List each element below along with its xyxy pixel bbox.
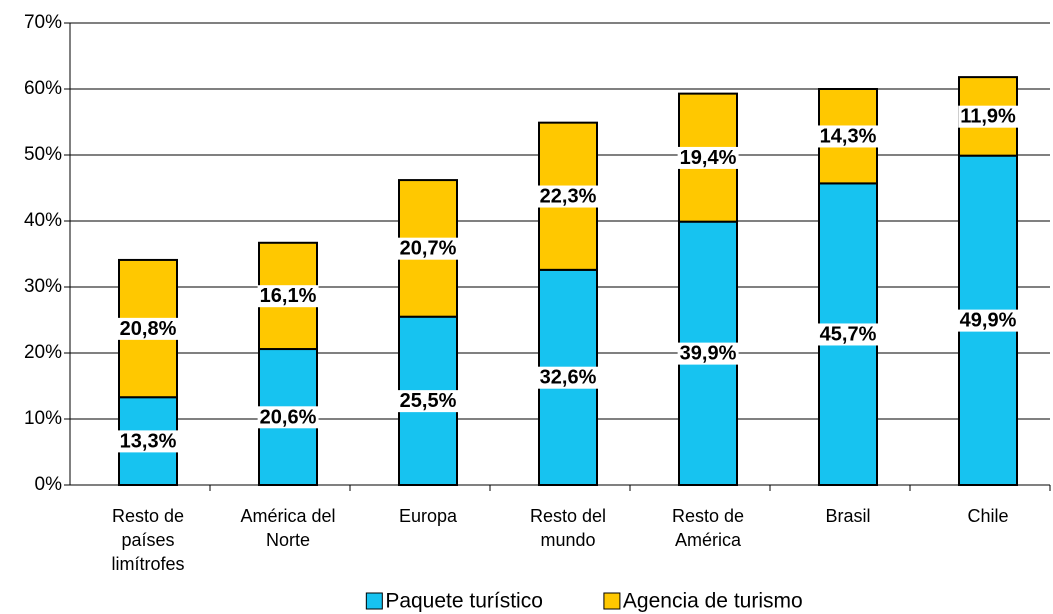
y-tick-label: 10%	[24, 408, 62, 429]
value-label: 16,1%	[260, 285, 317, 307]
value-label-bg	[257, 285, 319, 308]
value-label-bg	[817, 125, 879, 148]
x-tick-label: Chile	[967, 506, 1008, 526]
value-label: 19,4%	[680, 147, 737, 169]
value-label-bg	[397, 390, 459, 413]
x-tick-label: Resto de América	[672, 506, 744, 550]
value-label: 25,5%	[400, 390, 457, 412]
y-tick-label: 40%	[24, 210, 62, 231]
value-label-bg	[117, 430, 179, 453]
value-label-bg	[537, 185, 599, 208]
value-label-bg	[817, 323, 879, 346]
value-label: 14,3%	[820, 125, 877, 147]
y-tick-label: 30%	[24, 276, 62, 297]
y-tick-label: 70%	[24, 12, 62, 33]
y-tick-label: 0%	[35, 474, 63, 495]
y-tick-label: 50%	[24, 144, 62, 165]
value-label: 11,9%	[960, 106, 1016, 128]
value-label-bg	[958, 105, 1019, 128]
x-tick-label: Resto del mundo	[530, 506, 606, 550]
y-tick-label: 20%	[24, 342, 62, 363]
value-label-bg	[677, 146, 739, 169]
value-label: 45,7%	[820, 323, 877, 345]
x-tick-label: Europa	[399, 506, 458, 526]
y-tick-label: 60%	[24, 78, 62, 99]
legend-label: Paquete turístico	[385, 590, 543, 613]
legend-swatch	[603, 592, 621, 610]
value-label-bg	[957, 309, 1019, 332]
value-label: 49,9%	[960, 310, 1017, 332]
value-label-bg	[397, 237, 459, 260]
value-label-bg	[677, 342, 739, 365]
value-label: 39,9%	[680, 343, 737, 365]
value-label: 22,3%	[540, 186, 597, 208]
value-label-bg	[117, 317, 179, 340]
x-tick-label: Brasil	[825, 506, 870, 526]
value-label: 32,6%	[540, 367, 597, 389]
value-label: 13,3%	[120, 430, 177, 452]
legend-label: Agencia de turismo	[623, 590, 803, 613]
value-label-bg	[537, 366, 599, 389]
legend-swatch	[365, 592, 383, 610]
value-label: 20,7%	[400, 238, 457, 260]
value-label: 20,6%	[260, 406, 317, 428]
x-tick-label: América del Norte	[240, 506, 335, 550]
x-tick-label: Resto de países limítrofes	[111, 506, 184, 574]
value-label-bg	[257, 406, 319, 429]
value-label: 20,8%	[120, 318, 177, 340]
